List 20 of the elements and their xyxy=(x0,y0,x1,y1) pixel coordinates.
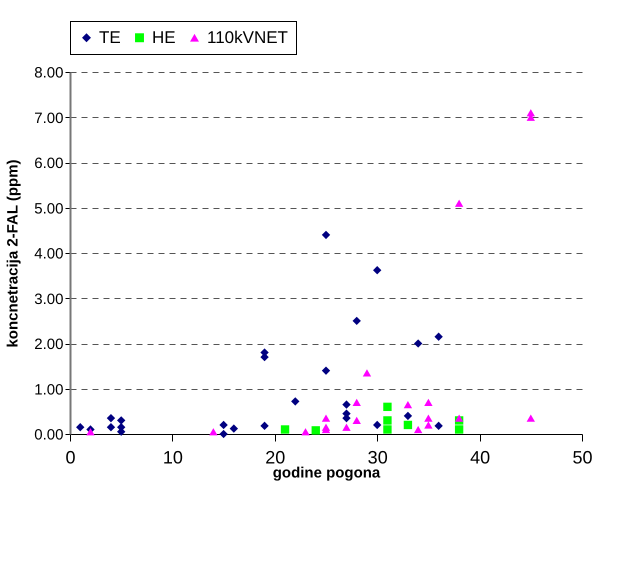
y-tick-label: 8.00 xyxy=(34,64,64,82)
x-tick-label: 10 xyxy=(162,448,183,468)
y-tick-label: 5.00 xyxy=(34,200,64,218)
y-tick-label: 3.00 xyxy=(34,290,64,308)
legend-label: HE xyxy=(152,28,176,47)
legend-label: TE xyxy=(99,28,121,47)
x-axis-title: godine pogona xyxy=(272,464,381,482)
legend-label: 110kVNET xyxy=(207,28,288,47)
x-tick-label: 20 xyxy=(265,448,286,468)
y-tick-label: 0.00 xyxy=(34,426,64,444)
x-tick-label: 50 xyxy=(572,448,593,468)
x-tick-label: 40 xyxy=(470,448,490,468)
x-tick-label: 0 xyxy=(65,448,76,468)
y-tick-label: 2.00 xyxy=(34,336,64,353)
y-axis-title: koncnetracija 2-FAL (ppm) xyxy=(4,159,22,348)
y-tick-label: 4.00 xyxy=(34,246,64,262)
y-tick-label: 7.00 xyxy=(34,110,64,127)
y-tick-label: 1.00 xyxy=(34,381,64,398)
x-tick-label: 30 xyxy=(368,448,388,468)
y-tick-label: 6.00 xyxy=(34,155,64,172)
